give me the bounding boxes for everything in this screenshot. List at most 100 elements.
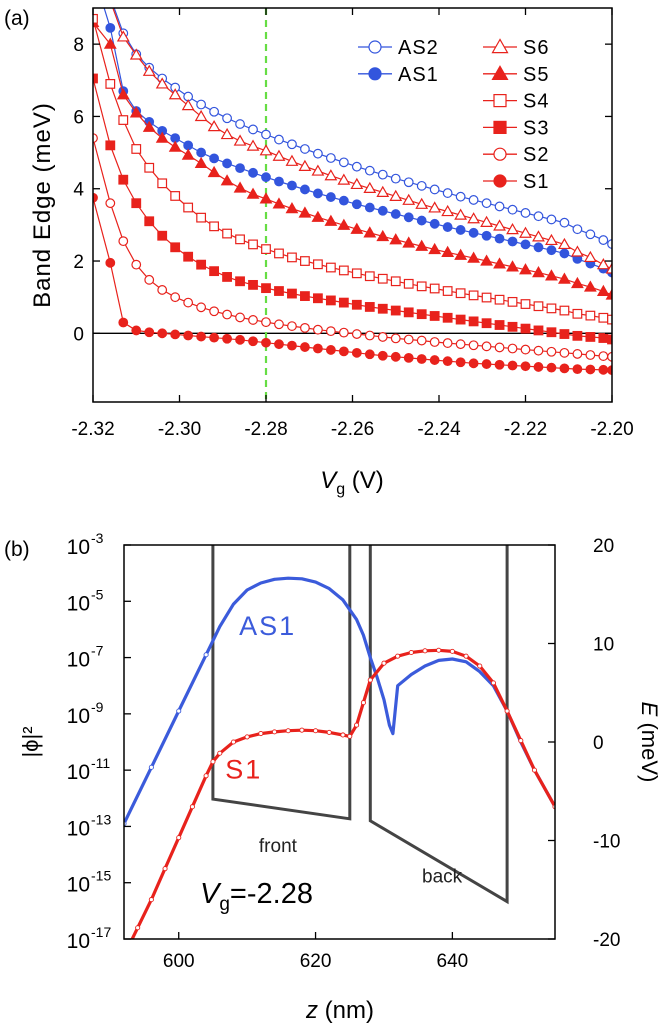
b-annotation-front: front — [259, 836, 298, 857]
b-point-as1 — [203, 652, 209, 658]
a-point-s4 — [585, 310, 596, 321]
a-point-s5 — [350, 222, 364, 234]
b-ytick-left-exponent: -3 — [91, 530, 104, 546]
a-point-s3 — [607, 334, 612, 345]
b-point-s1 — [347, 733, 353, 739]
b-point-s1 — [422, 648, 428, 654]
a-point-s6 — [246, 139, 260, 151]
a-point-s2 — [364, 330, 375, 341]
a-point-as1 — [507, 236, 518, 247]
b-ytick-left-label: 10 — [67, 761, 90, 784]
b-plot-frame — [123, 544, 556, 940]
a-point-s1 — [481, 359, 492, 369]
a-point-as2 — [533, 211, 544, 222]
a-point-s6 — [272, 149, 286, 161]
b-ylabel-right-symbol: E — [637, 702, 662, 717]
a-xtick-label: -2.28 — [244, 419, 287, 440]
a-point-s5 — [506, 260, 519, 272]
a-xlabel-unit: (V) — [345, 467, 384, 494]
a-xtick-label: -2.22 — [504, 419, 547, 440]
a-point-s5 — [558, 272, 571, 284]
a-point-as1 — [261, 172, 271, 183]
a-point-s4 — [196, 212, 207, 223]
a-point-s6 — [285, 154, 299, 166]
a-point-as2 — [559, 217, 570, 228]
a-point-s4 — [442, 286, 453, 296]
legend-marker-s6 — [491, 38, 509, 54]
b-point-s1 — [285, 728, 291, 734]
legend-label-as2: AS2 — [398, 37, 439, 59]
b-ytick-left-label: 10 — [67, 592, 90, 615]
a-point-as1 — [325, 192, 336, 202]
a-point-s4 — [170, 191, 181, 201]
a-point-s1 — [209, 332, 220, 343]
b-point-s1 — [436, 647, 442, 653]
legend-marker-as2 — [368, 40, 382, 54]
b-point-s1 — [490, 680, 496, 686]
a-point-s5 — [493, 257, 506, 269]
a-point-s2 — [157, 285, 168, 295]
a-point-s4 — [209, 221, 220, 232]
a-point-s5 — [194, 156, 208, 169]
b-point-s1 — [230, 739, 237, 745]
a-point-as2 — [416, 180, 427, 191]
a-point-s2 — [598, 351, 609, 361]
a-point-s4 — [507, 296, 518, 307]
legend-marker-s4 — [493, 93, 507, 108]
a-point-s1 — [287, 340, 297, 351]
a-point-s6 — [480, 215, 493, 227]
a-point-as1 — [248, 167, 258, 178]
a-point-s2 — [546, 346, 557, 357]
a-point-s2 — [390, 333, 401, 344]
b-ylabel-right: E (meV) — [637, 702, 662, 783]
a-point-s4 — [377, 273, 388, 284]
a-point-s4 — [235, 234, 245, 245]
b-point-s1 — [340, 732, 346, 738]
a-point-s2 — [313, 324, 323, 335]
a-point-s5 — [168, 140, 182, 152]
a-point-s4 — [274, 248, 284, 259]
a-point-s3 — [377, 303, 388, 314]
b-annotation-as1: AS1 — [239, 611, 296, 641]
a-point-as2 — [429, 184, 440, 195]
a-point-s6 — [467, 212, 481, 224]
legend-label-as1: AS1 — [398, 64, 439, 86]
a-point-as1 — [351, 199, 362, 210]
a-point-s6 — [519, 226, 532, 238]
a-point-s6 — [207, 119, 221, 132]
b-point-s1 — [176, 835, 182, 841]
a-point-s2 — [468, 340, 479, 351]
a-point-s6 — [259, 144, 273, 156]
a-point-s4 — [364, 271, 375, 282]
a-point-s3 — [300, 291, 310, 301]
a-point-s4 — [481, 292, 492, 303]
a-point-s6 — [324, 169, 338, 181]
a-point-s1 — [131, 325, 142, 336]
a-point-s1 — [196, 331, 207, 342]
a-point-s3 — [520, 323, 531, 334]
panel-b-label: (b) — [4, 538, 30, 561]
a-point-s2 — [183, 297, 194, 308]
a-point-as2 — [313, 148, 323, 159]
a-point-s3 — [325, 295, 336, 306]
a-point-s1 — [222, 333, 232, 344]
a-point-s6 — [337, 173, 351, 185]
a-point-s4 — [287, 252, 297, 263]
legend-label-s5: S5 — [523, 64, 549, 86]
a-point-s1 — [455, 357, 466, 368]
b-point-s1 — [203, 773, 209, 779]
a-xtick-label: -2.26 — [331, 419, 374, 440]
b-xtick-label: 640 — [437, 951, 469, 972]
a-point-s2 — [455, 339, 466, 350]
a-point-s1 — [274, 339, 284, 350]
panel-a: (a) -2.32 -2.30 -2.28 -2.26 -2.24 -2.22 -2.20 0… — [4, 7, 634, 498]
a-point-s4 — [429, 283, 440, 294]
b-ytick-left-label: 10 — [67, 874, 90, 897]
a-point-as1 — [300, 184, 310, 195]
a-point-s4 — [144, 162, 155, 173]
a-point-s2 — [93, 133, 98, 144]
a-point-s6 — [129, 48, 143, 60]
